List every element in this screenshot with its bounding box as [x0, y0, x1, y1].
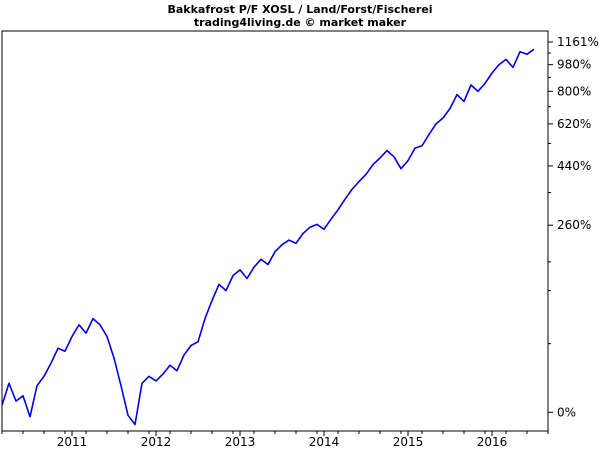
y-tick-label: 260% — [557, 218, 591, 232]
y-tick-label: 1161% — [557, 35, 599, 49]
chart-subtitle: trading4living.de © market maker — [194, 16, 407, 29]
price-line — [1, 48, 535, 426]
y-tick-label: 980% — [557, 58, 591, 72]
chart-title: Bakkafrost P/F XOSL / Land/Forst/Fischer… — [167, 3, 432, 16]
y-tick-label: 620% — [557, 117, 591, 131]
x-tick-label: 2011 — [57, 435, 88, 449]
x-tick-label: 2013 — [225, 435, 256, 449]
x-tick-label: 2016 — [477, 435, 508, 449]
y-tick-label: 800% — [557, 84, 591, 98]
y-tick-label: 0% — [557, 405, 576, 419]
plot-frame — [1, 30, 549, 432]
x-tick-label: 2012 — [141, 435, 172, 449]
y-axis: 0% 260% 440% 620% 800% 980% 1161% — [548, 35, 599, 419]
y-tick-label: 440% — [557, 159, 591, 173]
x-tick-label: 2014 — [309, 435, 340, 449]
x-axis: 2011 2012 2013 2014 2015 2016 — [1, 431, 549, 449]
x-tick-label: 2015 — [393, 435, 424, 449]
